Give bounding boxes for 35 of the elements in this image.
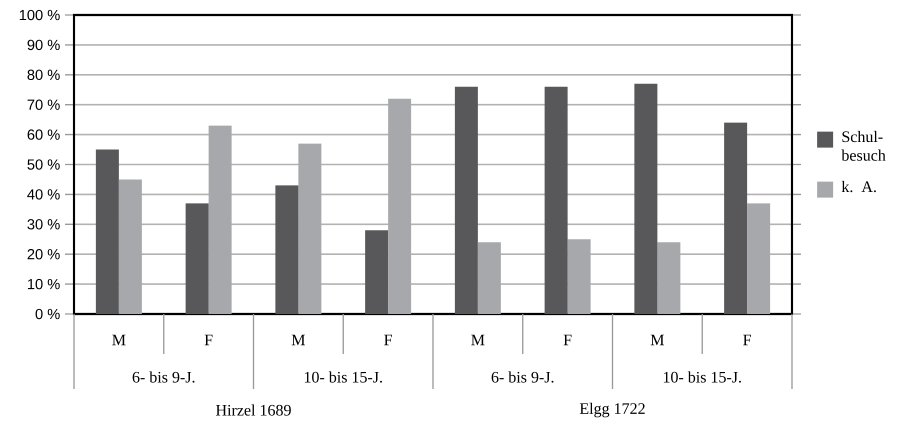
bar [186, 203, 209, 314]
y-tick-label: 50 % [27, 159, 60, 170]
y-tick-label: 10 % [28, 278, 60, 290]
text: Hirzel 1689 [216, 404, 291, 416]
legend-label: Schul-besuch [841, 130, 886, 161]
bar [275, 185, 298, 314]
bar [544, 86, 568, 314]
text: 6- bis 9-J. [132, 371, 194, 383]
bar [724, 122, 748, 314]
text: 10- bis 15-J. [304, 371, 382, 383]
bar [96, 150, 119, 314]
y-tick-label: 70 % [28, 100, 60, 110]
text: 6- bis 9-J. [492, 371, 554, 383]
x-tick-label: M [471, 334, 485, 346]
x-tick-label: M [650, 334, 664, 346]
y-tick-label: 40 % [27, 189, 60, 200]
bar [365, 230, 388, 314]
x-tick-label: F [743, 334, 751, 346]
bar [634, 84, 658, 314]
x-tick-label: F [564, 334, 572, 346]
x-tick-label: F [204, 334, 212, 346]
x-tick-label: F [384, 334, 392, 346]
x-tick-label: M [292, 334, 306, 346]
y-tick-label: 100 % [20, 10, 60, 20]
y-tick-label: 30 % [27, 219, 60, 230]
y-tick-label: 20 % [28, 249, 60, 260]
bar [454, 86, 478, 314]
y-tick-label: 90 % [28, 40, 60, 50]
x-tick-label: M [112, 334, 126, 346]
text: Elgg 1722 [580, 402, 645, 418]
y-tick-label: 0 % [36, 308, 60, 320]
y-tick-label: 60 % [28, 129, 60, 140]
legend-label: k. A. [842, 180, 876, 192]
text: 10- bis 15-J. [664, 371, 741, 383]
y-tick-label: 80 % [27, 70, 60, 80]
